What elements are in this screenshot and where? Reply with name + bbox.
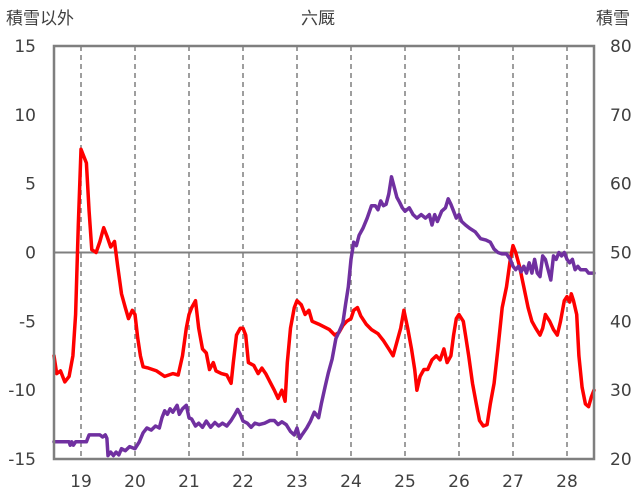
y-left-tick-label: 10 [14,106,36,126]
x-tick-label: 26 [448,472,470,492]
y-left-tick-label: -10 [8,381,36,401]
left-axis-title: 積雪以外 [6,9,74,29]
x-tick-label: 25 [394,472,416,492]
tick-label-layer: 19 20 21 22 23 24 25 26 27 28151050-5-10-15807060… [8,37,631,492]
series-line-2 [52,175,596,458]
y-left-tick-label: -15 [8,450,36,470]
y-right-tick-label: 50 [610,244,632,264]
series-line-1 [52,147,596,428]
x-tick-label: 24 [340,472,362,492]
y-right-tick-label: 80 [610,37,632,57]
y-left-tick-label: 0 [25,244,36,264]
right-axis-title: 積雪 [596,9,630,29]
x-tick-label: 27 [502,472,524,492]
y-right-tick-label: 70 [610,106,632,126]
x-tick-label: 20 [124,472,146,492]
chart-title: 六厩 [301,9,335,29]
y-right-tick-label: 60 [610,175,632,195]
x-tick-label: 19 [70,472,92,492]
x-tick-label: 28 [556,472,578,492]
y-left-tick-label: 15 [14,37,36,57]
y-right-tick-label: 30 [610,381,632,401]
x-tick-label: 22 [232,472,254,492]
x-tick-label: 21 [178,472,200,492]
plot-frame [52,44,596,461]
y-right-tick-label: 20 [610,450,632,470]
series-layer [52,147,596,458]
x-tick-label: 23 [286,472,308,492]
y-left-tick-label: 5 [25,175,36,195]
y-right-tick-label: 40 [610,312,632,332]
y-left-tick-label: -5 [19,312,36,332]
